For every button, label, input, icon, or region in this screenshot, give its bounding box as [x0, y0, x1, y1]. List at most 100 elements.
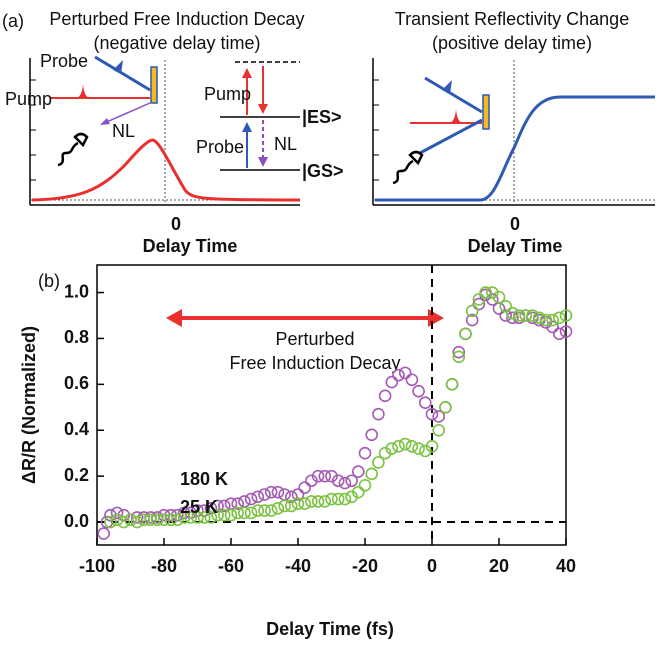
data-point	[264, 504, 278, 517]
data-point	[104, 515, 117, 529]
data-point	[218, 508, 231, 522]
data-point	[298, 481, 312, 494]
zero-label: 0	[171, 214, 181, 234]
data-point	[365, 467, 379, 481]
data-point	[124, 513, 137, 527]
annotation: Free Induction Decay	[229, 353, 400, 373]
data-point	[546, 320, 559, 334]
data-point	[157, 513, 171, 527]
pump-pulse	[449, 109, 463, 123]
probe-beam	[424, 76, 483, 114]
data-point	[271, 485, 285, 499]
y-tick-label: 0.4	[64, 419, 89, 439]
data-point	[351, 485, 365, 499]
data-point	[425, 407, 439, 421]
data-point	[298, 497, 312, 510]
x-tick-label: 40	[556, 556, 576, 576]
data-point	[211, 508, 224, 522]
reflectivity-curve	[375, 95, 655, 202]
data-point	[546, 313, 559, 327]
legend-label: 180 K	[180, 469, 228, 489]
data-point	[144, 513, 157, 527]
data-point	[425, 440, 439, 453]
data-point	[526, 309, 539, 322]
x-tick-label: -40	[285, 556, 311, 576]
data-point	[499, 309, 513, 322]
data-point	[224, 508, 238, 522]
data-point	[479, 286, 492, 299]
y-axis-label: ΔR/R (Normalized)	[19, 326, 39, 484]
ticks	[373, 79, 379, 181]
arrow-head	[242, 68, 252, 78]
ticks	[30, 79, 36, 181]
data-point	[559, 325, 573, 338]
x-tick-label: 20	[489, 556, 509, 576]
data-point	[284, 499, 298, 513]
probe-head	[113, 60, 123, 74]
data-point	[552, 327, 566, 341]
data-point	[331, 492, 345, 506]
schematic-title: Perturbed Free Induction Decay	[49, 9, 304, 29]
data-point	[472, 293, 486, 306]
data-point	[197, 511, 211, 524]
level-label: Pump	[204, 84, 251, 104]
x-tick-label: -20	[352, 556, 378, 576]
data-point	[271, 501, 285, 515]
data-point	[291, 488, 305, 501]
data-point	[492, 302, 506, 315]
data-point	[305, 495, 318, 508]
data-point	[338, 476, 352, 490]
annotation: Perturbed	[275, 329, 354, 349]
schematic-subtitle: (negative delay time)	[93, 33, 260, 53]
probe-head	[442, 80, 452, 94]
data-point	[231, 497, 244, 510]
axis-label: Delay Time	[143, 236, 238, 256]
data-point	[204, 511, 218, 524]
data-point	[244, 506, 258, 520]
probe-beam	[94, 55, 151, 92]
beam-label: Probe	[40, 51, 88, 71]
data-point	[405, 440, 419, 453]
data-point	[318, 469, 332, 483]
data-point	[512, 309, 526, 322]
schematic-title: Transient Reflectivity Change	[395, 9, 629, 29]
data-point	[251, 490, 265, 504]
data-point	[465, 313, 479, 327]
data-point	[358, 479, 372, 492]
data-point	[472, 297, 486, 311]
schematic-left: Perturbed Free Induction Decay (negative…	[5, 9, 344, 256]
sample	[482, 94, 490, 130]
level-label: |ES>	[302, 107, 342, 127]
data-point	[318, 495, 332, 508]
data-point	[218, 499, 231, 513]
data-point	[485, 293, 499, 306]
data-point	[452, 345, 466, 359]
data-point	[238, 506, 251, 520]
data-point	[452, 350, 466, 364]
y-tick-label: 0.2	[64, 465, 89, 485]
panel-label: (a)	[2, 11, 24, 31]
data-point	[432, 423, 446, 437]
data-point	[405, 373, 419, 387]
data-point	[137, 513, 151, 527]
beam-label: NL	[112, 121, 135, 141]
data-point	[372, 456, 385, 469]
data-point	[97, 527, 110, 540]
arrow-head	[258, 157, 268, 167]
data-point	[506, 306, 519, 320]
data-point	[539, 313, 553, 327]
data-point	[231, 506, 244, 520]
data-point	[110, 513, 124, 527]
data-point	[278, 488, 291, 501]
data-point	[338, 492, 352, 506]
data-point	[264, 485, 278, 499]
detector	[57, 132, 89, 167]
data-point	[291, 497, 305, 510]
data-point	[351, 465, 365, 478]
detector	[392, 150, 424, 185]
y-tick-label: 0.6	[64, 373, 89, 393]
data-point	[238, 495, 251, 508]
data-point	[499, 300, 513, 313]
axis-label: Delay Time	[468, 236, 563, 256]
